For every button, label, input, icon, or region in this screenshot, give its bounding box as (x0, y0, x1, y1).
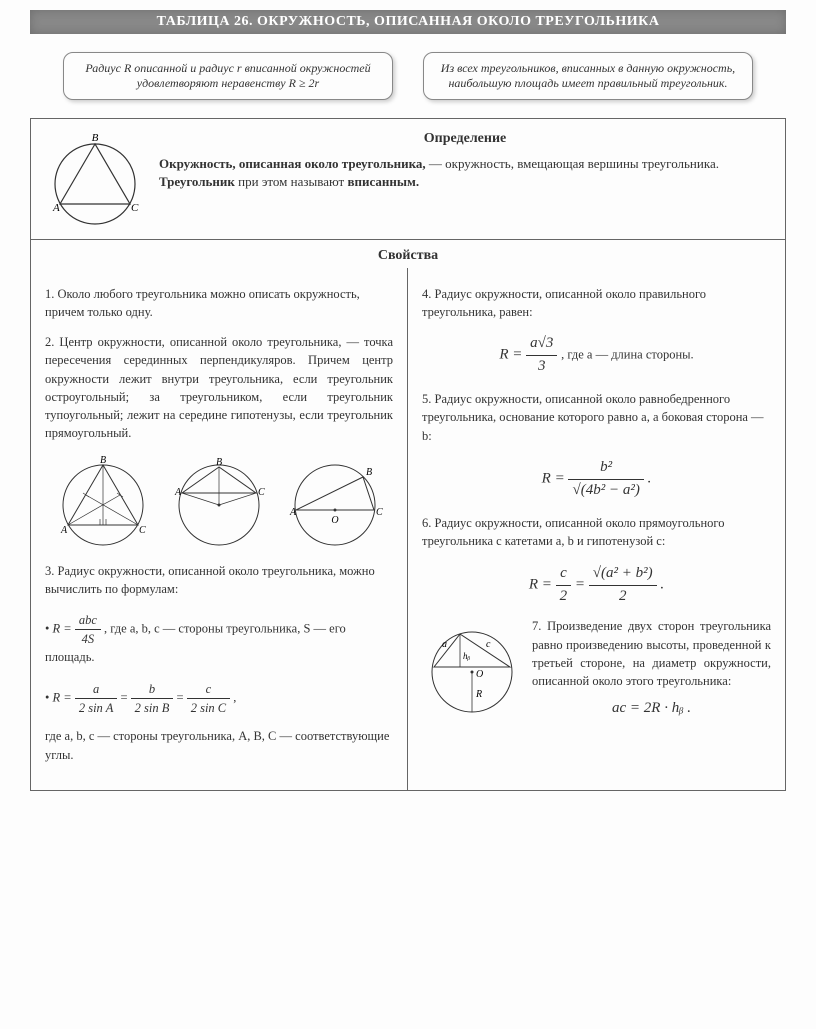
svg-text:A: A (289, 507, 297, 518)
svg-text:c: c (486, 639, 491, 650)
f6-d1: 2 (556, 586, 572, 608)
diagram-acute: B A C (56, 455, 151, 550)
svg-text:B: B (99, 455, 105, 466)
diagram-prop7: a c hᵦ O R (422, 617, 522, 717)
f5-frac: b² √(4b² − a²) (568, 457, 643, 502)
svg-text:B: B (366, 467, 372, 478)
page: ТАБЛИЦА 26. ОКРУЖНОСТЬ, ОПИСАННАЯ ОКОЛО … (0, 0, 816, 1029)
definition-title: Определение (159, 129, 771, 149)
svg-text:R: R (475, 689, 482, 700)
prop-7: 7. Произведение двух сторон треугольника… (532, 617, 771, 690)
f2-d1: 2 sin A (75, 699, 118, 717)
formula-4: R = a√3 3 , где a — длина стороны. (422, 333, 771, 378)
prop-6: 6. Радиус окружности, описанной около пр… (422, 514, 771, 550)
f2-n3: c (187, 680, 230, 699)
diagram-obtuse: B A C (172, 455, 267, 550)
prop-3: 3. Радиус окружности, описанной около тр… (45, 562, 393, 598)
main-box: B A C Определение Окружность, описанная … (30, 118, 786, 791)
svg-text:hᵦ: hᵦ (463, 651, 471, 661)
definition-diagram: B A C (45, 129, 145, 229)
svg-text:A: A (60, 525, 68, 536)
f6-n1: c (556, 563, 572, 586)
def-mid2: при этом называют (235, 174, 348, 189)
f6-d2: 2 (589, 586, 657, 608)
formula-sine: • R = a 2 sin A = b 2 sin B = c 2 sin C (45, 680, 393, 717)
f7: ac = 2R · hᵦ . (612, 700, 691, 716)
definition-text: Определение Окружность, описанная около … (159, 129, 771, 191)
f5-num: b² (568, 457, 643, 480)
f5-R: R = (542, 471, 569, 487)
f2-frac1: a 2 sin A (75, 680, 118, 717)
prop-2: 2. Центр окружности, описанной около тре… (45, 333, 393, 442)
f4-den: 3 (526, 356, 557, 378)
svg-text:C: C (131, 202, 139, 214)
properties-columns: 1. Около любого треугольника можно описа… (31, 268, 785, 790)
f4-tail: , где a — длина стороны. (561, 348, 694, 362)
prop2-diagrams: B A C B A C (45, 455, 393, 550)
definition-line2: Треугольник при этом называют вписанным. (159, 173, 771, 191)
f4-num: a√3 (526, 333, 557, 356)
f1-frac: abc 4S (75, 611, 101, 648)
formula-5: R = b² √(4b² − a²) . (422, 457, 771, 502)
note-left: Радиус R описанной и радиус r вписанной … (63, 52, 393, 100)
f4-R: R = (499, 347, 526, 363)
f6-dot: . (660, 577, 664, 593)
right-column: 4. Радиус окружности, описанной около пр… (408, 268, 785, 790)
svg-text:A: A (174, 487, 182, 498)
note-right: Из всех треугольников, вписанных в данну… (423, 52, 753, 100)
f6-frac2: √(a² + b²) 2 (589, 563, 657, 608)
f6-frac1: c 2 (556, 563, 572, 608)
notes-row: Радиус R описанной и радиус r вписанной … (30, 52, 786, 100)
def-tail1: — окружность, вмещающая вершины треуголь… (426, 156, 719, 171)
definition-row: B A C Определение Окружность, описанная … (31, 119, 785, 240)
f2-n1: a (75, 680, 118, 699)
prop-1: 1. Около любого треугольника можно описа… (45, 285, 393, 321)
formula-6: R = c 2 = √(a² + b²) 2 . (422, 563, 771, 608)
f2-d2: 2 sin B (131, 699, 174, 717)
f2-frac2: b 2 sin B (131, 680, 174, 717)
svg-text:C: C (139, 525, 146, 536)
f4-frac: a√3 3 (526, 333, 557, 378)
prop-3-tail: где a, b, c — стороны треугольника, A, B… (45, 727, 393, 763)
svg-text:C: C (258, 487, 265, 498)
f2-n2: b (131, 680, 174, 699)
left-column: 1. Около любого треугольника можно описа… (31, 268, 408, 790)
prop-5: 5. Радиус окружности, описанной около ра… (422, 390, 771, 444)
svg-text:a: a (442, 639, 447, 650)
svg-text:B: B (215, 457, 221, 468)
f2-comma: , (233, 691, 236, 705)
svg-text:O: O (476, 669, 483, 680)
prop-4: 4. Радиус окружности, описанной около пр… (422, 285, 771, 321)
def-bold2: Треугольник (159, 174, 235, 189)
def-bold1: Окружность, описанная около треугольника… (159, 156, 426, 171)
f2-eq1: = (120, 691, 130, 705)
f1-den: 4S (75, 630, 101, 648)
f6-n2: √(a² + b²) (589, 563, 657, 586)
f2-d3: 2 sin C (187, 699, 230, 717)
formula-abc: • R = abc 4S , где a, b, c — стороны тре… (45, 611, 393, 666)
prop-7-row: a c hᵦ O R 7. Произведение двух сторон т… (422, 617, 771, 729)
f5-dot: . (648, 471, 652, 487)
svg-text:C: C (376, 507, 383, 518)
f2-R: R = (53, 691, 75, 705)
f2-frac3: c 2 sin C (187, 680, 230, 717)
svg-text:O: O (331, 515, 338, 526)
properties-title: Свойства (31, 240, 785, 268)
f1-R: R = (53, 621, 75, 635)
f2-eq2: = (177, 691, 187, 705)
svg-text:A: A (52, 202, 60, 214)
prop-7-text: 7. Произведение двух сторон треугольника… (532, 617, 771, 729)
f6-eq: = (575, 577, 589, 593)
diagram-right: B A C O (288, 455, 383, 550)
f5-den: √(4b² − a²) (568, 480, 643, 502)
definition-line1: Окружность, описанная около треугольника… (159, 155, 771, 173)
f6-R: R = (529, 577, 556, 593)
page-title: ТАБЛИЦА 26. ОКРУЖНОСТЬ, ОПИСАННАЯ ОКОЛО … (30, 10, 786, 34)
formula-7: ac = 2R · hᵦ . (532, 698, 771, 720)
def-bold3: вписанным. (347, 174, 419, 189)
svg-text:B: B (92, 132, 99, 144)
f1-num: abc (75, 611, 101, 630)
